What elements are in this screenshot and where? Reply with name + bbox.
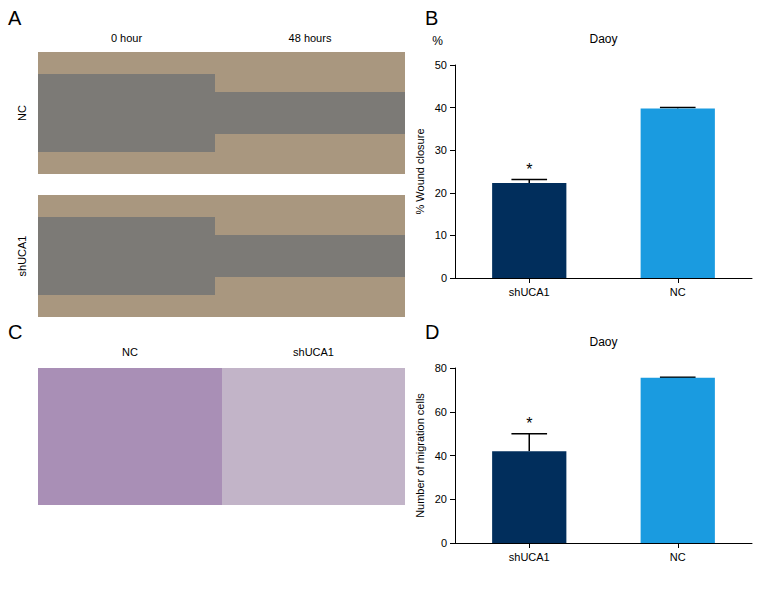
svg-text:20: 20 [435, 187, 447, 199]
svg-text:Daoy: Daoy [589, 335, 617, 349]
svg-text:60: 60 [435, 406, 447, 418]
svg-text:48 hours: 48 hours [289, 32, 332, 44]
svg-text:0 hour: 0 hour [111, 32, 143, 44]
svg-text:40: 40 [435, 102, 447, 114]
svg-text:D: D [425, 321, 439, 343]
svg-text:50: 50 [435, 59, 447, 71]
svg-text:Number of migration cells: Number of migration cells [414, 393, 426, 518]
svg-text:*: * [526, 161, 532, 178]
svg-text:A: A [8, 7, 22, 29]
svg-text:% Wound closure: % Wound closure [414, 128, 426, 214]
svg-text:Daoy: Daoy [589, 32, 617, 46]
svg-text:0: 0 [441, 537, 447, 549]
svg-text:shUCA1: shUCA1 [509, 286, 550, 298]
svg-text:NC: NC [670, 551, 686, 563]
svg-text:80: 80 [435, 362, 447, 374]
svg-text:shUCA1: shUCA1 [16, 236, 28, 277]
svg-text:40: 40 [435, 450, 447, 462]
svg-text:30: 30 [435, 144, 447, 156]
svg-text:%: % [432, 34, 443, 48]
svg-text:shUCA1: shUCA1 [293, 346, 334, 358]
svg-text:0: 0 [441, 272, 447, 284]
svg-text:C: C [8, 321, 22, 343]
svg-text:20: 20 [435, 493, 447, 505]
svg-text:*: * [526, 415, 532, 432]
svg-text:shUCA1: shUCA1 [509, 551, 550, 563]
svg-text:10: 10 [435, 229, 447, 241]
svg-text:NC: NC [670, 286, 686, 298]
svg-text:B: B [425, 7, 438, 29]
svg-text:NC: NC [16, 105, 28, 121]
svg-text:NC: NC [122, 346, 138, 358]
